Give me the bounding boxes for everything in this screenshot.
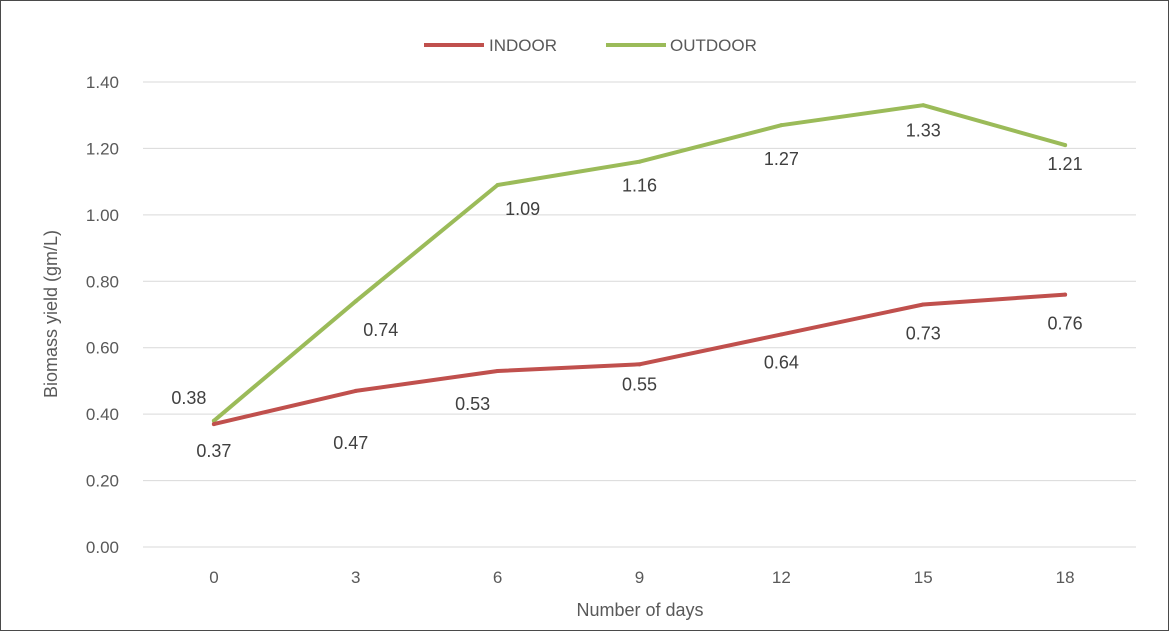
x-tick-label: 3: [351, 568, 360, 587]
y-tick-label: 0.40: [86, 405, 119, 424]
data-point-indoor: [495, 368, 500, 373]
data-point-indoor: [353, 388, 358, 393]
series-lines: [211, 103, 1068, 427]
data-point-outdoor: [637, 159, 642, 164]
data-label-indoor: 0.55: [622, 374, 657, 394]
x-tick-label: 0: [209, 568, 218, 587]
data-label-outdoor: 1.33: [906, 120, 941, 140]
data-point-indoor: [1063, 292, 1068, 297]
data-labels: 0.37 0.47 0.53 0.55 0.64 0.73 0.76 0.38 0.74 1.09…: [171, 120, 1082, 461]
y-tick-label: 0.20: [86, 472, 119, 491]
data-label-indoor: 0.53: [455, 394, 490, 414]
y-tick-label: 1.00: [86, 206, 119, 225]
y-axis-ticks: 0.00 0.20 0.40 0.60 0.80 1.00 1.20 1.40: [86, 73, 119, 557]
data-point-indoor: [779, 332, 784, 337]
data-point-outdoor: [779, 123, 784, 128]
data-point-indoor: [211, 422, 216, 427]
data-point-indoor: [637, 362, 642, 367]
data-label-outdoor: 0.38: [171, 388, 206, 408]
data-label-outdoor: 1.09: [505, 199, 540, 219]
legend-label-indoor: INDOOR: [489, 36, 557, 55]
x-tick-label: 15: [914, 568, 933, 587]
legend-label-outdoor: OUTDOOR: [670, 36, 757, 55]
data-label-indoor: 0.64: [764, 352, 799, 372]
data-label-indoor: 0.47: [333, 433, 368, 453]
data-label-outdoor: 1.21: [1048, 154, 1083, 174]
data-point-outdoor: [1063, 143, 1068, 148]
y-tick-label: 1.20: [86, 139, 119, 158]
y-tick-label: 0.80: [86, 272, 119, 291]
data-label-indoor: 0.73: [906, 324, 941, 344]
x-axis-ticks: 0 3 6 9 12 15 18: [209, 568, 1074, 587]
x-tick-label: 9: [635, 568, 644, 587]
data-point-outdoor: [211, 418, 216, 423]
data-point-outdoor: [495, 182, 500, 187]
data-label-indoor: 0.37: [196, 441, 231, 461]
x-tick-label: 6: [493, 568, 502, 587]
data-point-indoor: [921, 302, 926, 307]
y-axis-title: Biomass yield (gm/L): [41, 230, 61, 398]
y-tick-label: 0.60: [86, 339, 119, 358]
gridlines: [143, 81, 1136, 548]
data-label-outdoor: 0.74: [363, 320, 398, 340]
x-tick-label: 12: [772, 568, 791, 587]
data-point-outdoor: [353, 299, 358, 304]
data-label-outdoor: 1.27: [764, 149, 799, 169]
x-axis-title: Number of days: [576, 600, 703, 620]
data-point-outdoor: [921, 103, 926, 108]
y-tick-label: 0.00: [86, 538, 119, 557]
legend: INDOOR OUTDOOR: [424, 36, 757, 55]
x-tick-label: 18: [1056, 568, 1075, 587]
data-label-outdoor: 1.16: [622, 176, 657, 196]
y-tick-label: 1.40: [86, 73, 119, 92]
data-label-indoor: 0.76: [1048, 314, 1083, 334]
